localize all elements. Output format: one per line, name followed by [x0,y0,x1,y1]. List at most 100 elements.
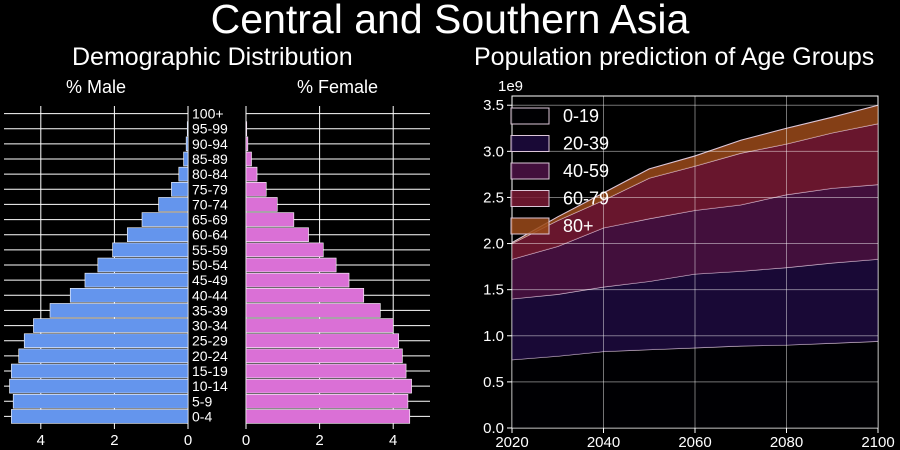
age-label-70-74: 70-74 [192,196,228,212]
area-ytick-label: 1.0 [483,328,504,345]
male-xtick-label: 0 [184,432,192,449]
area-ytick-label: 2.5 [483,189,504,206]
age-label-45-49: 45-49 [192,272,228,288]
male-bar-40-44 [69,288,189,303]
legend-label-40-59: 40-59 [563,161,609,181]
age-label-35-39: 35-39 [192,302,228,318]
area-xtick-label: 2100 [861,434,894,450]
legend-swatch-20-39 [510,135,550,152]
female-bar-25-29 [245,333,400,348]
area-ytick-label: 2.0 [483,236,504,253]
female-axis-title: % Female [297,77,379,97]
age-label-75-79: 75-79 [192,181,228,197]
female-bar-40-44 [245,288,365,303]
legend-swatch-80+ [510,217,550,235]
male-bar-45-49 [84,272,189,288]
legend-swatch-60-79 [510,190,550,207]
age-label-100+: 100+ [192,106,224,122]
legend-swatch-0-19 [510,107,550,125]
area-xtick-label: 2020 [495,434,528,450]
female-bar-35-39 [245,303,381,318]
male-xtick-label: 4 [37,432,45,449]
female-bar-20-24 [245,348,403,364]
age-label-25-29: 25-29 [192,333,228,349]
area-40-59 [512,184,878,299]
male-xtick-label: 2 [110,432,118,449]
left-chart-title: Demographic Distribution [72,43,353,71]
female-bar-85-89 [245,151,252,167]
male-bar-70-74 [158,197,189,212]
female-bar-75-79 [245,182,267,197]
age-label-50-54: 50-54 [192,257,228,273]
female-bar-60-64 [245,227,309,242]
area-ytick-label: 3.0 [483,143,504,160]
female-bar-45-49 [245,272,350,288]
male-bar-55-59 [112,242,189,258]
area-ytick-label: 0.0 [483,420,504,437]
female-bar-55-59 [245,242,324,258]
age-label-5-9: 5-9 [192,393,212,409]
male-axis-title: % Male [66,77,127,97]
area-xtick-label: 2060 [678,434,711,450]
male-bar-80-84 [178,166,189,182]
female-bar-0-4 [245,409,411,424]
female-xtick-label: 2 [315,432,323,449]
male-bar-20-24 [18,348,189,364]
age-label-30-34: 30-34 [192,318,228,334]
figure-title: Central and Southern Asia [210,0,690,42]
age-label-55-59: 55-59 [192,242,228,258]
male-bar-10-14 [9,378,189,394]
female-bar-5-9 [245,394,409,409]
male-bar-75-79 [171,182,189,197]
area-80+ [512,105,878,244]
area-ytick-label: 3.5 [483,97,504,114]
male-bar-35-39 [49,303,189,318]
male-bar-95-99 [186,121,189,136]
legend-label-60-79: 60-79 [563,189,609,209]
age-label-60-64: 60-64 [192,227,228,243]
area-ytick-label: 0.5 [483,374,504,391]
age-label-65-69: 65-69 [192,212,228,228]
age-label-40-44: 40-44 [192,287,228,303]
female-xtick-label: 0 [242,432,250,449]
female-bar-70-74 [245,197,278,212]
area-edge-80+ [511,104,879,244]
male-bar-50-54 [97,257,189,273]
area-0-19 [512,341,878,428]
male-bar-30-34 [33,318,189,333]
legend-label-20-39: 20-39 [563,134,609,154]
female-bar-15-19 [245,363,407,379]
area-xtick-label: 2080 [770,434,803,450]
age-label-85-89: 85-89 [192,151,228,167]
y-scale-label: 1e9 [498,78,523,95]
right-chart-title: Population prediction of Age Groups [474,43,875,71]
male-bar-90-94 [185,136,189,152]
female-bar-90-94 [245,136,249,152]
female-xtick-label: 4 [389,432,397,449]
age-label-20-24: 20-24 [192,348,228,364]
age-label-90-94: 90-94 [192,136,228,152]
female-bar-95-99 [245,121,248,136]
male-bar-60-64 [126,227,189,242]
area-20-39 [512,259,878,360]
age-label-80-84: 80-84 [192,166,228,182]
area-ytick-label: 1.5 [483,282,504,299]
female-bar-65-69 [245,212,295,227]
male-bar-5-9 [12,394,189,409]
male-bar-65-69 [141,212,189,227]
male-bar-15-19 [11,363,189,379]
female-bar-80-84 [245,166,258,182]
age-label-0-4: 0-4 [192,408,212,424]
male-bar-25-29 [23,333,189,348]
age-label-10-14: 10-14 [192,378,228,394]
male-bar-85-89 [183,151,189,167]
female-bar-50-54 [245,257,337,273]
female-bar-10-14 [245,378,412,394]
area-edge-0-19 [511,340,879,361]
legend-label-80+: 80+ [563,216,594,236]
legend-swatch-40-59 [510,162,550,180]
area-xtick-label: 2040 [587,434,620,450]
age-label-95-99: 95-99 [192,121,228,137]
age-label-15-19: 15-19 [192,363,228,379]
